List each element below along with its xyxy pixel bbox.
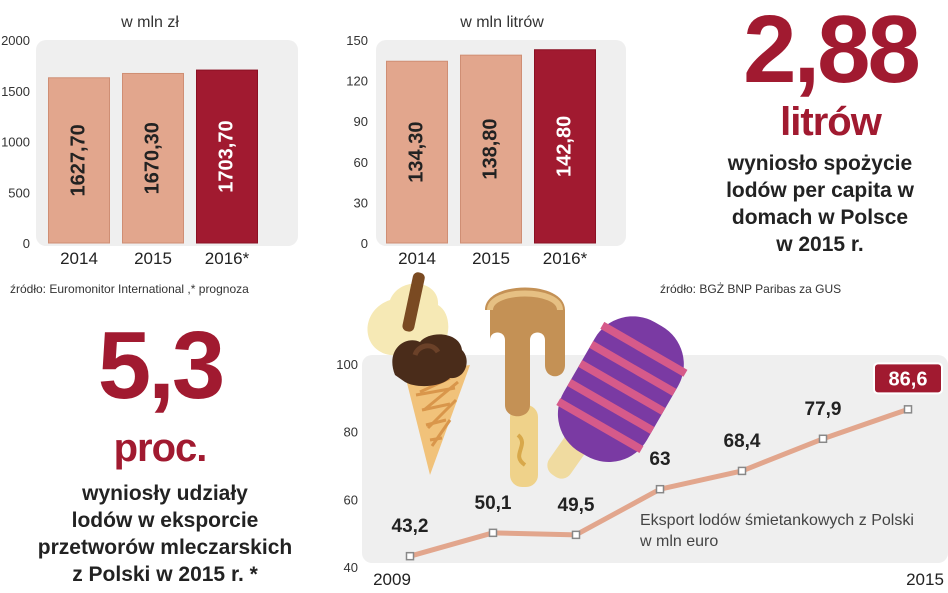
bar-value-label: 1670,30 <box>141 122 163 194</box>
export-share-caption: wyniosły udziały lodów w eksporcie przet… <box>37 482 293 586</box>
data-value-label: 77,9 <box>805 399 842 420</box>
ice-cream-cone-icon <box>367 272 470 475</box>
y-tick-label: 150 <box>346 33 368 48</box>
y-tick-label: 1500 <box>1 84 30 99</box>
data-value-label: 43,2 <box>392 516 429 537</box>
bar <box>386 60 448 244</box>
y-tick-label: 80 <box>344 425 358 440</box>
data-point <box>737 466 747 476</box>
x-tick-label: 2015 <box>906 570 944 589</box>
striped-popsicle-icon <box>547 316 688 479</box>
y-tick-label: 90 <box>354 114 368 129</box>
y-tick-label: 120 <box>346 74 368 89</box>
y-tick-label: 60 <box>354 155 368 170</box>
bar-value-label: 138,80 <box>479 118 501 179</box>
bar <box>48 77 110 244</box>
x-tick-label: 2016* <box>205 249 250 268</box>
data-point <box>903 405 913 414</box>
caramel-popsicle-icon <box>485 287 565 487</box>
bar <box>534 49 596 244</box>
data-point <box>488 528 498 538</box>
chart-title-line1: Eksport lodów śmietankowych z Polski <box>640 512 914 529</box>
bar <box>122 72 184 244</box>
ice-cream-illustration <box>367 272 688 487</box>
data-value-label: 86,6 <box>889 368 928 390</box>
data-point <box>655 484 665 494</box>
bar-value-label: 134,30 <box>405 122 427 183</box>
export-share-unit: proc. <box>113 426 208 470</box>
x-tick-label: 2016* <box>543 249 588 268</box>
y-tick-label: 60 <box>344 492 358 507</box>
source-note: źródło: BGŻ BNP Paribas za GUS <box>660 282 842 296</box>
data-value-label: 63 <box>649 449 670 470</box>
chart-sales-value: w mln zł 0 500 1000 1500 2000 1627,70 1670,30… <box>1 14 298 268</box>
x-tick-label: 2014 <box>60 249 98 268</box>
bar <box>196 69 258 244</box>
bar-value-label: 1703,70 <box>215 120 237 192</box>
chart-sales-volume: w mln litrów 0 30 60 90 120 150 134,30 138,80 1… <box>346 14 626 268</box>
data-value-label: 50,1 <box>475 493 512 514</box>
y-tick-label: 30 <box>354 195 368 210</box>
bar-value-label: 1627,70 <box>67 124 89 196</box>
y-tick-label: 40 <box>344 560 358 575</box>
data-point <box>818 434 828 444</box>
x-tick-label: 2015 <box>472 249 510 268</box>
data-point <box>405 551 415 561</box>
y-tick-label: 0 <box>23 236 30 251</box>
data-value-label: 49,5 <box>558 495 595 516</box>
chart-title: w mln litrów <box>459 14 544 31</box>
export-share-value: 5,3 <box>97 312 225 419</box>
data-value-label: 68,4 <box>724 431 761 452</box>
source-note: źródło: Euromonitor International ,* pro… <box>10 282 249 296</box>
y-tick-label: 1000 <box>1 135 30 150</box>
x-tick-label: 2014 <box>398 249 436 268</box>
bar <box>460 54 522 244</box>
consumption-value: 2,88 <box>743 0 921 103</box>
y-tick-label: 0 <box>361 236 368 251</box>
chart-title: w mln zł <box>120 14 179 31</box>
bar-value-label: 142,80 <box>553 116 575 177</box>
y-tick-label: 100 <box>336 357 358 372</box>
x-tick-label: 2009 <box>373 570 411 589</box>
x-tick-label: 2015 <box>134 249 172 268</box>
consumption-caption: wyniosło spożycie lodów per capita w dom… <box>726 152 914 256</box>
consumption-unit: litrów <box>780 100 882 144</box>
data-point <box>571 530 581 540</box>
chart-title-line2: w mln euro <box>639 533 718 550</box>
y-tick-label: 2000 <box>1 33 30 48</box>
highlight-badge <box>873 362 943 395</box>
y-tick-label: 500 <box>8 185 30 200</box>
